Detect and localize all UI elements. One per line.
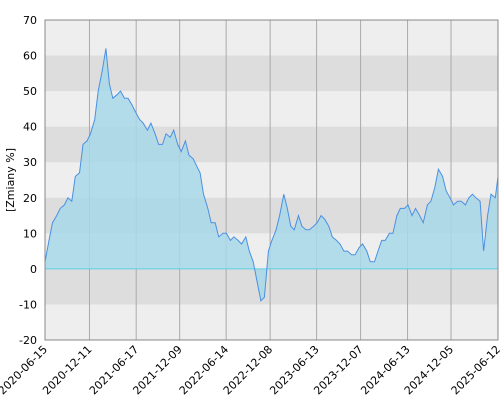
plot-border (44, 19, 499, 341)
y-tick-label: 70 (23, 14, 37, 27)
y-axis-label: [Zmiany %] (4, 148, 17, 212)
y-tick-label: 40 (23, 121, 37, 134)
y-tick-label: 30 (23, 156, 37, 169)
y-tick-label: 0 (30, 263, 37, 276)
y-tick-label: 60 (23, 50, 37, 63)
y-tick-label: 50 (23, 85, 37, 98)
grid-band (45, 55, 498, 92)
y-tick-label: -20 (19, 334, 37, 347)
y-tick-label: -10 (19, 298, 37, 311)
line (44, 48, 499, 302)
area (45, 48, 498, 301)
y-tick-label: 20 (23, 192, 37, 205)
grid-band (45, 268, 498, 305)
x-tick-label: 2025-06-12 (449, 343, 500, 397)
y-tick-label: 10 (23, 227, 37, 240)
